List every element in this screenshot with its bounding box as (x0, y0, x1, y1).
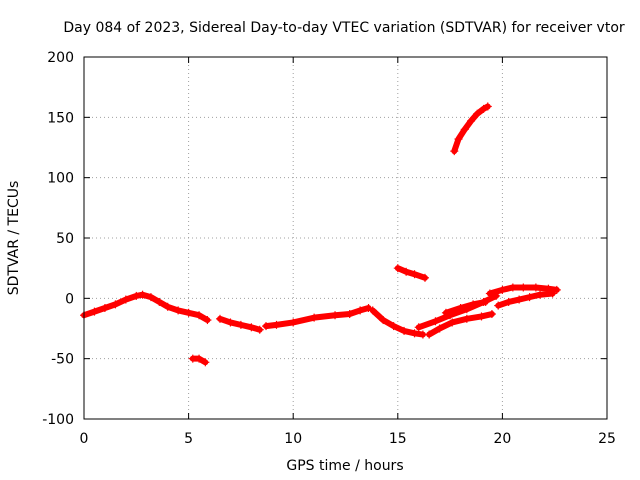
data-point (410, 329, 419, 338)
x-tick-label: 0 (80, 431, 89, 447)
chart-title: Day 084 of 2023, Sidereal Day-to-day VTE… (63, 20, 625, 36)
data-point (431, 317, 440, 326)
data-point (379, 316, 388, 325)
data-point (481, 297, 490, 306)
data-point (402, 267, 411, 276)
data-point (469, 300, 478, 309)
data-point (393, 264, 402, 273)
data-point (536, 290, 545, 299)
series-arc-3 (216, 315, 263, 333)
data-point (203, 316, 212, 325)
data-point (410, 270, 419, 279)
data-point (508, 283, 517, 292)
data-point (90, 307, 99, 316)
x-tick-label: 10 (284, 431, 302, 447)
data-point (289, 318, 298, 327)
data-point (226, 318, 235, 327)
data-point (100, 303, 109, 312)
data-point (435, 324, 444, 333)
data-point (454, 135, 463, 144)
data-point (456, 303, 465, 312)
data-point (485, 289, 494, 298)
data-point (494, 301, 503, 310)
data-point (462, 314, 471, 323)
data-point (504, 297, 513, 306)
data-point (201, 358, 210, 367)
data-point (389, 322, 398, 331)
data-point (414, 323, 423, 332)
data-point (460, 125, 469, 134)
y-tick-label: 0 (65, 291, 74, 307)
data-point (345, 310, 354, 319)
data-point (368, 306, 377, 315)
x-tick-label: 20 (493, 431, 511, 447)
data-point (247, 323, 256, 332)
series-layer (80, 102, 561, 367)
data-point (310, 313, 319, 322)
data-point (184, 308, 193, 317)
data-point (195, 354, 204, 363)
data-point (331, 311, 340, 320)
data-point (483, 102, 492, 111)
data-point (272, 320, 281, 329)
y-tick-label: 200 (47, 50, 74, 66)
series-arc-11 (495, 290, 556, 309)
data-point (450, 147, 459, 156)
data-point (195, 311, 204, 320)
data-point (155, 297, 164, 306)
data-point (448, 318, 457, 327)
data-point (236, 320, 245, 329)
data-point (163, 302, 172, 311)
data-point (132, 291, 141, 300)
y-tick-label: 150 (47, 110, 74, 126)
data-point (174, 306, 183, 315)
data-point (215, 314, 224, 323)
y-tick-label: 50 (56, 231, 74, 247)
data-point (487, 310, 496, 319)
y-tick-label: -50 (51, 352, 74, 368)
data-point (255, 325, 264, 334)
tick-layer: 0 5 10 15 20 25 -100 -50 0 50 100 150 200 (42, 50, 616, 447)
data-point (479, 104, 488, 113)
data-point (420, 273, 429, 282)
x-axis-title: GPS time / hours (286, 458, 403, 474)
data-point (467, 116, 476, 125)
grid-layer (84, 57, 607, 419)
data-point (525, 293, 534, 302)
x-tick-label: 25 (598, 431, 616, 447)
y-tick-label: 100 (47, 171, 74, 187)
data-point (473, 109, 482, 118)
series-arc-6 (394, 265, 428, 281)
data-point (356, 306, 365, 315)
data-point (400, 326, 409, 335)
data-point (552, 285, 561, 294)
data-point (515, 295, 524, 304)
series-arc-4 (263, 304, 372, 330)
data-point (519, 283, 528, 292)
data-point (138, 290, 147, 299)
data-point (146, 293, 155, 302)
x-tick-label: 15 (389, 431, 407, 447)
data-point (425, 330, 434, 339)
y-axis-title: SDTVAR / TECUs (6, 181, 22, 296)
series-arc-9 (442, 298, 489, 316)
data-point (477, 312, 486, 321)
data-point (548, 289, 557, 298)
series-arc-12 (451, 103, 491, 155)
data-point (498, 285, 507, 294)
data-point (121, 295, 130, 304)
y-tick-label: -100 (42, 412, 74, 428)
data-point (262, 322, 271, 331)
data-point (441, 308, 450, 317)
x-tick-label: 5 (184, 431, 193, 447)
series-arc-5 (369, 307, 426, 338)
data-point (531, 283, 540, 292)
data-point (111, 300, 120, 309)
